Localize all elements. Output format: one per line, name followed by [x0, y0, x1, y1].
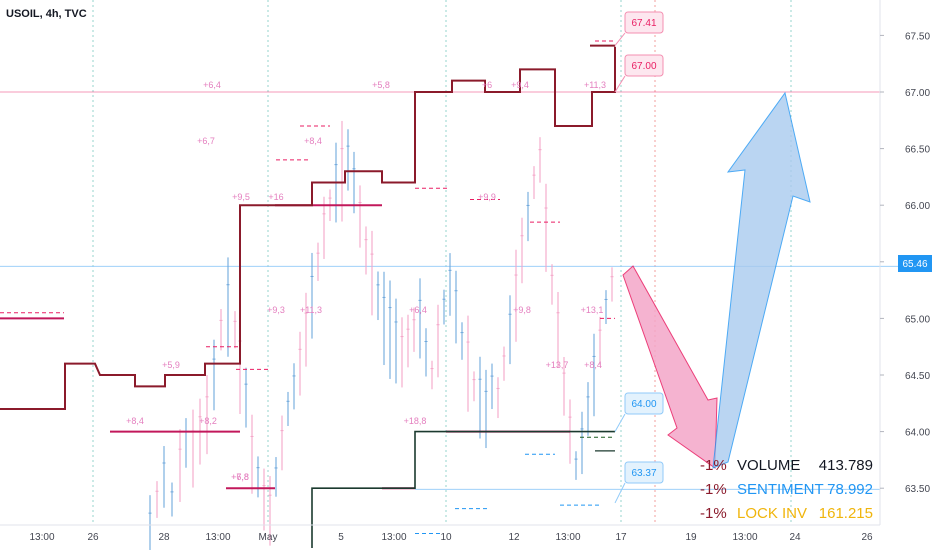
percent-label-1: +5,8 — [372, 80, 390, 90]
callout-pointer — [614, 75, 626, 93]
callout-box — [624, 392, 664, 415]
candles — [148, 120, 614, 550]
time-tick-4: May — [259, 532, 278, 543]
percent-label-17: +8,4 — [584, 360, 602, 370]
price-tick-1: 67.00 — [905, 88, 930, 99]
percent-label-2: +6 — [482, 80, 492, 90]
price-tick-6: 64.50 — [905, 371, 930, 382]
callout-label-0: 67.41 — [631, 18, 656, 29]
price-tick-0: 67.50 — [905, 31, 930, 42]
overlay-pct-2: -1% — [700, 505, 727, 522]
percent-label-5: +6,7 — [197, 136, 215, 146]
chart-title: USOIL, 4h, TVC — [6, 8, 87, 20]
percent-label-3: +9,4 — [511, 80, 529, 90]
overlay-value-2: 161.215 — [819, 505, 873, 522]
percent-label-10: +9,3 — [267, 305, 285, 315]
percent-label-9: +9,9 — [478, 192, 496, 202]
percent-label-20: +18,8 — [404, 416, 427, 426]
time-axis[interactable]: 13:00 26 28 13:00 May 5 13:00 10 12 13:00 17 19 13:0… — [0, 524, 880, 543]
price-tick-5: 65.00 — [905, 314, 930, 325]
current-price-label: 65.46 — [902, 259, 927, 270]
percent-label-14: +13,1 — [581, 305, 604, 315]
price-tick-3: 66.00 — [905, 201, 930, 212]
percent-label-4: +11,3 — [584, 80, 606, 90]
time-tick-2: 28 — [158, 532, 170, 543]
percent-label-18: +8,4 — [126, 416, 144, 426]
step-line-path — [0, 46, 616, 410]
percent-label-16: +13,7 — [546, 360, 569, 370]
callout-box — [624, 461, 664, 484]
overlay-value-1: 78.992 — [827, 481, 873, 498]
time-tick-9: 13:00 — [555, 532, 580, 543]
callout-pointer — [614, 482, 626, 504]
percent-label-22: +6,8 — [231, 472, 249, 482]
percent-label-8: +16 — [268, 192, 283, 202]
price-tick-7: 64.00 — [905, 428, 930, 439]
percent-label-7: +9,5 — [232, 192, 250, 202]
time-tick-1: 26 — [87, 532, 99, 543]
dark-green-step — [311, 430, 615, 548]
step-line — [0, 44, 616, 410]
percent-label-0: +6,4 — [203, 80, 221, 90]
time-tick-8: 12 — [508, 532, 520, 543]
time-tick-11: 19 — [685, 532, 697, 543]
up-arrow — [712, 91, 811, 469]
time-tick-0: 13:00 — [29, 532, 54, 543]
callout-pointer — [614, 32, 626, 46]
percent-label-12: +6,4 — [409, 305, 427, 315]
time-tick-13: 24 — [789, 532, 801, 543]
callout-box — [624, 11, 664, 34]
callout-label-2: 64.00 — [631, 399, 656, 410]
stats-overlay: -1% VOLUME 413.789 -1% SENTIMENT 78.992 -1% LOC… — [700, 457, 873, 522]
overlay-label-0: VOLUME — [737, 457, 800, 474]
time-tick-6: 13:00 — [381, 532, 406, 543]
overlay-label-1: SENTIMENT — [737, 481, 824, 498]
current-price-tag: 65.46 — [898, 255, 932, 272]
percent-labels: +6,4 +5,8 +6 +9,4 +11,3 +6,7 +8,4 +9,5 +16 +9,9 +9… — [126, 80, 606, 482]
overlay-pct-1: -1% — [700, 481, 727, 498]
percent-label-13: +9,8 — [513, 305, 531, 315]
percent-label-6: +8,4 — [304, 136, 322, 146]
price-callouts: 67.41 67.00 64.00 63.37 — [614, 11, 664, 504]
callout-pointer — [614, 413, 626, 432]
percent-label-11: +11,3 — [300, 305, 322, 315]
time-tick-5: 5 — [338, 532, 344, 543]
percent-label-15: +5,9 — [162, 360, 180, 370]
callout-box — [624, 54, 664, 77]
overlay-value-0: 413.789 — [819, 457, 873, 474]
level-markers — [0, 40, 615, 548]
projection-arrows — [622, 91, 811, 469]
time-tick-7: 10 — [440, 532, 452, 543]
callout-label-1: 67.00 — [631, 61, 656, 72]
overlay-label-2: LOCK INV — [737, 505, 807, 522]
percent-label-21: +7,8 — [231, 472, 249, 482]
percent-label-19: +8,2 — [199, 416, 217, 426]
time-tick-14: 26 — [861, 532, 873, 543]
time-tick-3: 13:00 — [205, 532, 230, 543]
price-tick-2: 66.50 — [905, 145, 930, 156]
callout-label-3: 63.37 — [631, 468, 656, 479]
down-arrow — [622, 265, 718, 469]
overlay-pct-0: -1% — [700, 457, 727, 474]
price-tick-8: 63.50 — [905, 484, 930, 495]
time-tick-10: 17 — [615, 532, 627, 543]
time-tick-12: 13:00 — [732, 532, 757, 543]
